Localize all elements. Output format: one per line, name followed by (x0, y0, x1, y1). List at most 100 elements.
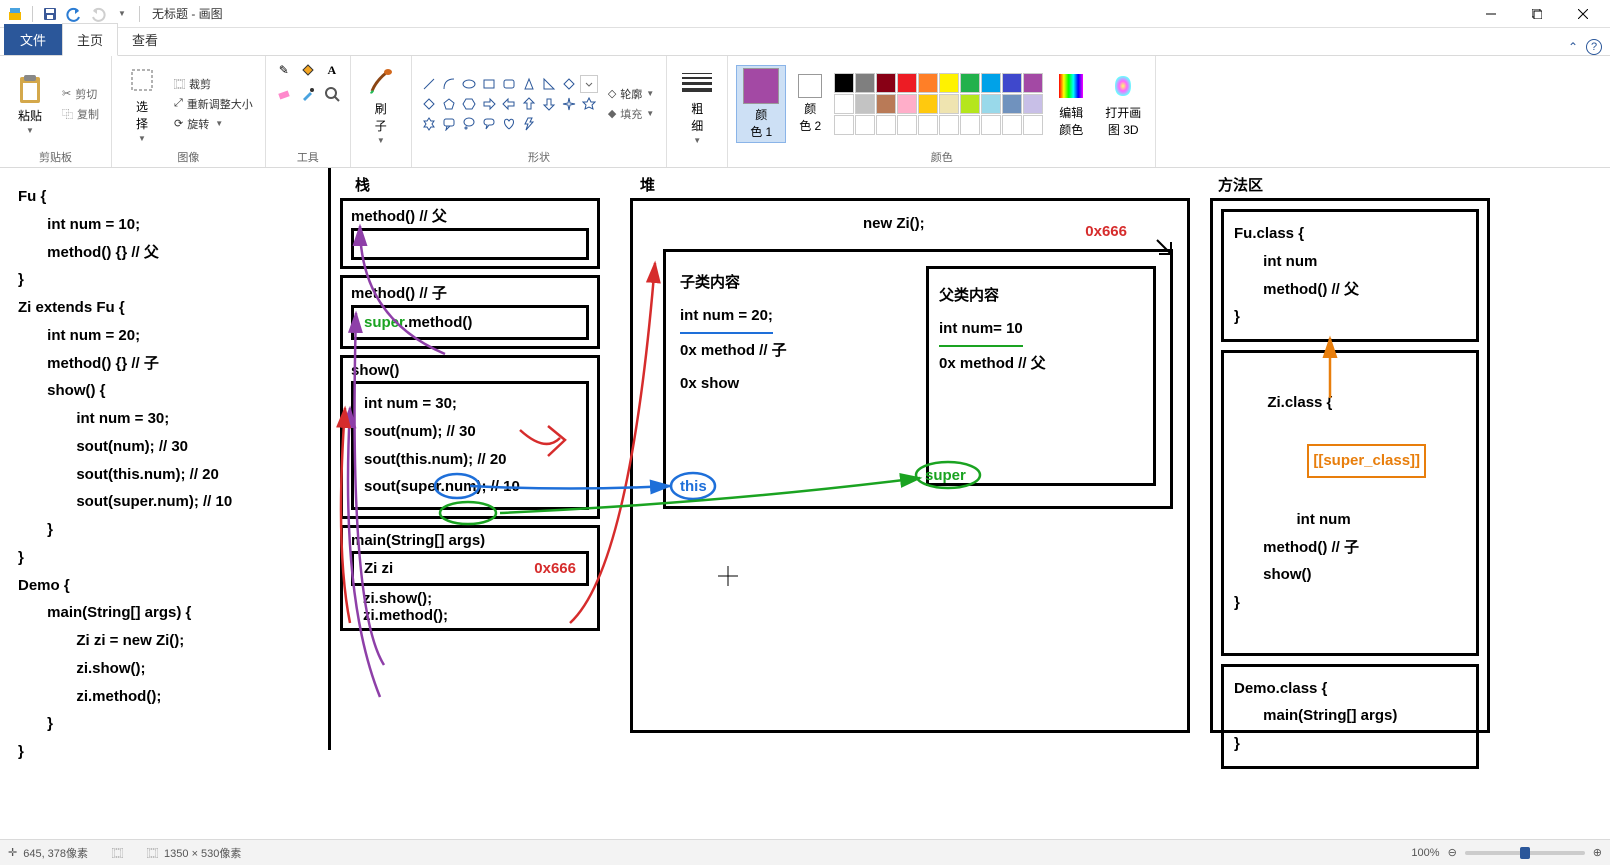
select-button[interactable]: 选 择 ▼ (120, 62, 164, 145)
palette-color[interactable] (939, 73, 959, 93)
save-button[interactable] (39, 3, 61, 25)
shape-polygon[interactable] (520, 75, 538, 93)
palette-color[interactable] (1002, 73, 1022, 93)
shape-star5[interactable] (580, 95, 598, 113)
shape-outline-button[interactable]: ◇轮廓▼ (604, 85, 658, 103)
shape-star6[interactable] (420, 115, 438, 133)
canvas[interactable]: 栈 堆 方法区 Fu { int num = 10; method() {} /… (0, 168, 1500, 758)
palette-color[interactable] (855, 73, 875, 93)
palette-color[interactable] (960, 115, 980, 135)
palette-color[interactable] (1023, 73, 1043, 93)
cut-button[interactable]: ✂剪切 (58, 85, 103, 103)
home-tab[interactable]: 主页 (62, 23, 118, 56)
edit-colors-button[interactable]: 编辑 颜色 (1049, 68, 1093, 140)
paste-button[interactable]: 粘贴 ▼ (8, 71, 52, 137)
picker-tool[interactable] (298, 84, 318, 104)
crosshair-small-icon: ✛ (8, 846, 17, 859)
shape-roundrect[interactable] (500, 75, 518, 93)
palette-color[interactable] (918, 73, 938, 93)
tabbar-right: ⌃ ? (1568, 39, 1610, 55)
palette-color[interactable] (876, 115, 896, 135)
palette-color[interactable] (918, 94, 938, 114)
zoom-slider[interactable] (1465, 851, 1585, 855)
view-tab[interactable]: 查看 (118, 24, 172, 55)
palette-color[interactable] (834, 73, 854, 93)
palette-color[interactable] (897, 115, 917, 135)
shape-callout2[interactable] (460, 115, 478, 133)
fill-tool[interactable] (298, 60, 318, 80)
zoom-in-button[interactable]: ⊕ (1593, 846, 1602, 859)
palette-color[interactable] (939, 94, 959, 114)
shape-arrow-r[interactable] (480, 95, 498, 113)
shape-line[interactable] (420, 75, 438, 93)
palette-color[interactable] (918, 115, 938, 135)
magnifier-tool[interactable] (322, 84, 342, 104)
color1-button[interactable]: 颜 色 1 (736, 65, 786, 143)
palette-color[interactable] (981, 94, 1001, 114)
ribbon-group-colors: 颜 色 1 颜 色 2 编辑 颜色 打开画 图 3D 颜色 (728, 56, 1156, 167)
palette-color[interactable] (1002, 94, 1022, 114)
shape-curve[interactable] (440, 75, 458, 93)
palette-color[interactable] (897, 94, 917, 114)
shape-callout1[interactable] (440, 115, 458, 133)
stroke-button[interactable]: 粗 细 ▼ (675, 64, 719, 147)
shape-oval[interactable] (460, 75, 478, 93)
color2-button[interactable]: 颜 色 2 (792, 72, 828, 136)
shape-arrow-l[interactable] (500, 95, 518, 113)
copy-button[interactable]: ⿻复制 (58, 105, 103, 123)
minimize-button[interactable] (1468, 0, 1514, 28)
qat-dropdown[interactable]: ▼ (111, 3, 133, 25)
rainbow-icon (1055, 70, 1087, 102)
pencil-tool[interactable]: ✎ (274, 60, 294, 80)
shape-arrow-u[interactable] (520, 95, 538, 113)
shapes-gallery[interactable] (420, 75, 598, 133)
shape-rect[interactable] (480, 75, 498, 93)
palette-color[interactable] (981, 115, 1001, 135)
undo-button[interactable] (63, 3, 85, 25)
palette-color[interactable] (1023, 94, 1043, 114)
palette-color[interactable] (1002, 115, 1022, 135)
crop-button[interactable]: ⿴裁剪 (170, 75, 257, 93)
file-tab[interactable]: 文件 (4, 24, 62, 55)
shape-star4[interactable] (560, 95, 578, 113)
palette-color[interactable] (897, 73, 917, 93)
close-button[interactable] (1560, 0, 1606, 28)
palette-color[interactable] (876, 94, 896, 114)
shape-more2[interactable] (580, 75, 598, 93)
palette-color[interactable] (834, 94, 854, 114)
eraser-tool[interactable] (274, 84, 294, 104)
help-icon[interactable]: ? (1586, 39, 1602, 55)
palette-color[interactable] (855, 94, 875, 114)
shape-lightning[interactable] (520, 115, 538, 133)
shape-more1[interactable] (560, 75, 578, 93)
maximize-button[interactable] (1514, 0, 1560, 28)
rotate-button[interactable]: ⟳旋转▼ (170, 115, 257, 133)
shape-hexagon[interactable] (460, 95, 478, 113)
paint3d-button[interactable]: 打开画 图 3D (1099, 68, 1147, 140)
ribbon-collapse-icon[interactable]: ⌃ (1568, 40, 1578, 54)
palette-color[interactable] (939, 115, 959, 135)
palette-color[interactable] (960, 94, 980, 114)
palette-color[interactable] (855, 115, 875, 135)
resize-button[interactable]: ⤢重新调整大小 (170, 95, 257, 113)
shape-fill-button[interactable]: ◆填充▼ (604, 105, 658, 123)
shape-triangle[interactable] (540, 75, 558, 93)
shape-heart[interactable] (500, 115, 518, 133)
palette-color[interactable] (1023, 115, 1043, 135)
stack-frame-method-fu: method() // 父 (340, 198, 600, 269)
shape-diamond[interactable] (420, 95, 438, 113)
text-tool[interactable]: A (322, 60, 342, 80)
canvas-area[interactable]: 栈 堆 方法区 Fu { int num = 10; method() {} /… (0, 168, 1610, 839)
stack-frame-body: Zi zi 0x666 (351, 551, 589, 586)
shape-arrow-d[interactable] (540, 95, 558, 113)
brush-button[interactable]: 刷 子 ▼ (359, 64, 403, 147)
zoom-out-button[interactable]: ⊖ (1448, 846, 1457, 859)
redo-button[interactable] (87, 3, 109, 25)
palette-color[interactable] (960, 73, 980, 93)
palette-color[interactable] (981, 73, 1001, 93)
app-icon[interactable] (4, 3, 26, 25)
shape-callout3[interactable] (480, 115, 498, 133)
palette-color[interactable] (876, 73, 896, 93)
palette-color[interactable] (834, 115, 854, 135)
shape-pentagon[interactable] (440, 95, 458, 113)
